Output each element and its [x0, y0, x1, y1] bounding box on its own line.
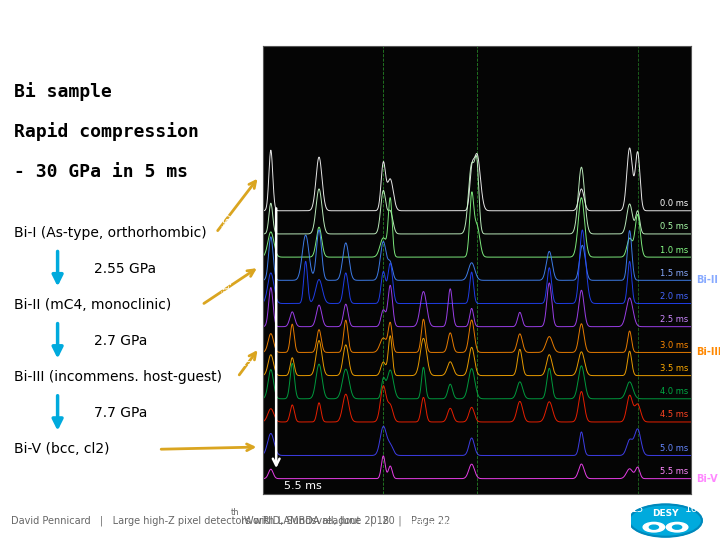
Y-axis label: Intensity (arb. units): Intensity (arb. units)	[222, 213, 232, 327]
Circle shape	[649, 525, 659, 529]
Text: Bi-III: Bi-III	[696, 347, 720, 357]
Text: Experiments at PETRA P02.2: Experiments at PETRA P02.2	[9, 13, 412, 37]
Text: Bi-II (mC4, monoclinic): Bi-II (mC4, monoclinic)	[14, 298, 171, 312]
Title: Diffraction at 2000 fps - signal vs 2Θ: Diffraction at 2000 fps - signal vs 2Θ	[333, 28, 621, 42]
Text: 7.7 GPa: 7.7 GPa	[94, 406, 147, 420]
Text: 0.0 ms: 0.0 ms	[660, 199, 688, 208]
Text: Bi-I: Bi-I	[696, 217, 715, 227]
Text: Bi-V (bcc, cl2): Bi-V (bcc, cl2)	[14, 442, 110, 456]
Text: - 30 GPa in 5 ms: - 30 GPa in 5 ms	[14, 163, 189, 181]
Text: 2.55 GPa: 2.55 GPa	[94, 262, 156, 276]
Text: 5.0 ms: 5.0 ms	[660, 444, 688, 453]
Circle shape	[672, 525, 682, 529]
Text: 1.0 ms: 1.0 ms	[660, 246, 688, 254]
Circle shape	[629, 504, 702, 537]
Text: 5.5 ms: 5.5 ms	[660, 467, 688, 476]
Text: Rapid compression: Rapid compression	[14, 123, 199, 141]
Text: David Pennicard   |   Large high-Z pixel detectors with LAMBDA readout   |   20: David Pennicard | Large high-Z pixel det…	[11, 515, 395, 526]
Text: 2.0 ms: 2.0 ms	[660, 292, 688, 301]
Text: Bi-III (incommens. host-guest): Bi-III (incommens. host-guest)	[14, 370, 222, 384]
Text: 5.5 ms: 5.5 ms	[284, 481, 322, 491]
Circle shape	[666, 522, 688, 532]
Text: 1.5 ms: 1.5 ms	[660, 269, 688, 278]
Text: 3.0 ms: 3.0 ms	[660, 341, 688, 350]
Text: IWorRID, Sundsvall, June 2018   |   Page 22: IWorRID, Sundsvall, June 2018 | Page 22	[238, 515, 451, 526]
Text: Bi-V: Bi-V	[696, 474, 718, 484]
Text: 2.5 ms: 2.5 ms	[660, 315, 688, 324]
Text: 2.7 GPa: 2.7 GPa	[94, 334, 147, 348]
Text: Bi sample: Bi sample	[14, 82, 112, 101]
Circle shape	[643, 522, 665, 532]
X-axis label: Diffraction angle 2θ (deg.): Diffraction angle 2θ (deg.)	[403, 519, 551, 529]
Text: 4.5 ms: 4.5 ms	[660, 410, 688, 420]
Text: 0.5 ms: 0.5 ms	[660, 222, 688, 231]
Text: Bi-II: Bi-II	[696, 275, 719, 285]
Text: DESY: DESY	[652, 509, 679, 518]
Text: th: th	[230, 508, 239, 516]
Text: Bi-I (As-type, orthorhombic): Bi-I (As-type, orthorhombic)	[14, 226, 207, 240]
Text: 3.5 ms: 3.5 ms	[660, 364, 688, 373]
Text: 4.0 ms: 4.0 ms	[660, 387, 688, 396]
